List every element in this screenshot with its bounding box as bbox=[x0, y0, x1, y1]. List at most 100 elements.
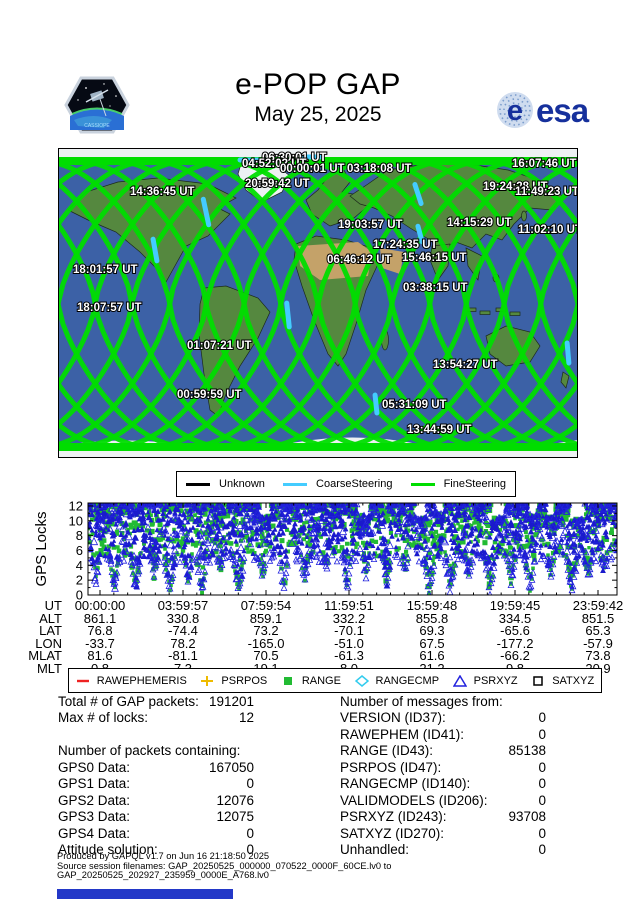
table-cell: 73.8 bbox=[585, 648, 611, 664]
ground-track-map: 06:30:01 UT 04:52:02 UT 00:00:01 UT 03:18:0… bbox=[58, 148, 578, 458]
stat-label: VERSION (ID37): bbox=[340, 710, 446, 726]
esa-wordmark: esa bbox=[536, 92, 590, 129]
filled-square-marker-icon bbox=[283, 676, 292, 685]
table-cell: -66.2 bbox=[500, 648, 530, 664]
y-axis-label: GPS Locks bbox=[33, 511, 50, 586]
footer-text: Produced by GAPQL v1.7 on Jun 16 21:18:5… bbox=[57, 851, 391, 881]
orbit-time-label: 06:30:01 UT bbox=[262, 152, 327, 164]
stat-row: VALIDMODELS (ID206): 0 bbox=[340, 793, 546, 809]
stat-value: 0 bbox=[246, 825, 254, 841]
table-cell: 73.2 bbox=[253, 623, 279, 639]
stat-value: 191201 bbox=[208, 694, 254, 709]
y-tick-label: 12 bbox=[69, 498, 83, 513]
orbit-time-label: 18:07:57 UT bbox=[77, 302, 142, 314]
stat-row: GPS2 Data: 12076 bbox=[58, 793, 254, 809]
series-legend-entry: RANGE bbox=[281, 675, 341, 687]
table-cell: 15:59:48 bbox=[406, 598, 458, 613]
cassiope-patch-label: CASSIOPE bbox=[84, 123, 110, 129]
legend-label: SATXYZ bbox=[552, 674, 595, 687]
stat-value: 12 bbox=[238, 710, 254, 726]
y-tick-label: 8 bbox=[76, 528, 83, 543]
ephemeris-table: UT 00:00:00 03:59:57 07:59:54 11:59:51 15:59:… bbox=[0, 598, 636, 676]
table-row: UT 00:00:00 03:59:57 07:59:54 11:59:51 15:59:… bbox=[0, 598, 636, 613]
orbit-time-label: 14:36:45 UT bbox=[130, 186, 195, 198]
packet-stats-column: Total # of GAP packets: 191201 Max # of lo… bbox=[58, 694, 254, 858]
table-cell: 76.8 bbox=[87, 623, 113, 639]
row-label: ALT bbox=[39, 610, 62, 626]
orbit-time-label: 19:24:28 UT bbox=[483, 181, 548, 193]
table-row: ALT 861.1 330.8 859.1 332.2 855.8 334.5 851.5 bbox=[0, 610, 636, 626]
steering-legend: Unknown CoarseSteering FineSteering bbox=[176, 471, 516, 497]
table-cell: 65.3 bbox=[585, 623, 611, 639]
stat-label: Unhandled: bbox=[340, 841, 410, 857]
stat-row: Attitude solution: 0 bbox=[58, 842, 254, 858]
stat-row: Number of packets containing: bbox=[58, 743, 254, 759]
table-cell: 332.2 bbox=[332, 610, 366, 626]
orbit-time-label: 13:54:27 UT bbox=[433, 359, 498, 371]
stat-row: VERSION (ID37): 0 bbox=[340, 710, 546, 726]
row-label: MLT bbox=[36, 660, 62, 676]
stat-label: Attitude solution: bbox=[58, 841, 158, 857]
orbit-time-label: 19:03:57 UT bbox=[338, 219, 403, 231]
open-triangle-marker-icon bbox=[452, 674, 467, 687]
stat-label: VALIDMODELS (ID206): bbox=[340, 792, 488, 808]
steering-legend-entry: Unknown bbox=[186, 478, 265, 490]
stat-row: RAWEPHEM (ID41): 0 bbox=[340, 727, 546, 743]
legend-line-sample bbox=[410, 482, 435, 486]
legend-line-sample bbox=[186, 482, 211, 486]
orbit-time-label: 00:00:01 UT bbox=[280, 163, 345, 175]
cassiope-patch-icon: CASSIOPE bbox=[64, 76, 130, 134]
table-cell: 23:59:42 bbox=[572, 598, 624, 613]
y-tick-label: 6 bbox=[76, 543, 83, 558]
message-type-legend: RAWEPHEMERIS PSRPOS RANGE RANGECMP PSRXYZ SAT… bbox=[68, 668, 602, 693]
stat-value: 85138 bbox=[508, 743, 546, 759]
row-label: LAT bbox=[39, 623, 62, 639]
stat-label: GPS3 Data: bbox=[58, 809, 131, 825]
coarse-steering-segments bbox=[150, 154, 572, 416]
series-legend-entry: PSRXYZ bbox=[452, 674, 518, 687]
legend-label: RANGE bbox=[301, 674, 341, 687]
stat-row: SATXYZ (ID270): 0 bbox=[340, 826, 546, 842]
stat-row: PSRXYZ (ID243): 93708 bbox=[340, 809, 546, 825]
orbit-time-label: 05:31:09 UT bbox=[382, 399, 447, 411]
table-cell: 851.5 bbox=[581, 610, 615, 626]
dash-marker-icon bbox=[76, 679, 89, 682]
stat-row: GPS1 Data: 0 bbox=[58, 776, 254, 792]
stat-value: 0 bbox=[538, 726, 546, 742]
row-label: LON bbox=[35, 635, 62, 651]
legend-label: FineSteering bbox=[443, 478, 506, 490]
stat-row: RANGECMP (ID140): 0 bbox=[340, 776, 546, 792]
orbit-time-label: 06:46:12 UT bbox=[327, 254, 392, 266]
stat-value: 167050 bbox=[208, 759, 254, 775]
table-cell: 19:59:45 bbox=[489, 598, 541, 613]
stat-label: Number of messages from: bbox=[340, 694, 503, 709]
y-tick-label: 10 bbox=[69, 513, 83, 528]
table-cell: 855.8 bbox=[415, 610, 449, 626]
cassiope-mission-patch: CASSIOPE bbox=[64, 72, 130, 143]
stat-row: Max # of locks: 12 bbox=[58, 710, 254, 726]
table-row: LAT 76.8 -74.4 73.2 -70.1 69.3 -65.6 65.3 bbox=[0, 623, 636, 639]
stat-row: Total # of GAP packets: 191201 bbox=[58, 694, 254, 710]
page-date: May 25, 2025 bbox=[254, 103, 382, 126]
orbit-time-label: 11:02:10 UT bbox=[518, 224, 578, 236]
orbit-time-label: 13:44:59 UT bbox=[407, 424, 472, 436]
orbit-time-label: 11:49:23 UT bbox=[515, 186, 578, 198]
esa-logo-icon: e esa bbox=[497, 92, 591, 129]
steering-legend-entry: CoarseSteering bbox=[283, 478, 392, 490]
stat-value: 0 bbox=[538, 759, 546, 775]
table-cell: -51.0 bbox=[334, 635, 364, 651]
stat-value: 0 bbox=[538, 710, 546, 726]
row-label: UT bbox=[44, 598, 62, 613]
table-cell: -33.7 bbox=[85, 635, 115, 651]
table-cell: 334.5 bbox=[498, 610, 532, 626]
table-cell: -81.1 bbox=[168, 648, 198, 664]
steering-legend-entry: FineSteering bbox=[410, 478, 506, 490]
series-legend-entry: PSRPOS bbox=[200, 675, 267, 687]
orbit-time-label: 03:38:15 UT bbox=[403, 282, 468, 294]
stat-label: PSRPOS (ID47): bbox=[340, 759, 442, 775]
footer-line: Produced by GAPQL v1.7 on Jun 16 21:18:5… bbox=[57, 851, 270, 861]
ground-tracks bbox=[58, 157, 578, 451]
stat-value: 0 bbox=[246, 776, 254, 792]
